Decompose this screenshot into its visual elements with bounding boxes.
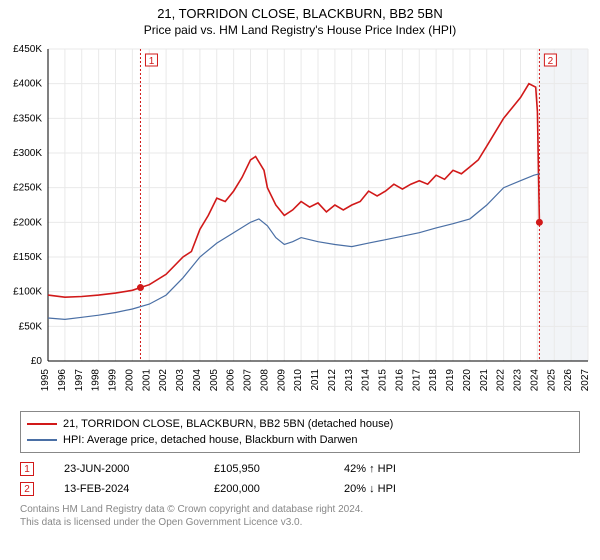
svg-text:2023: 2023 <box>513 369 524 392</box>
legend-label: HPI: Average price, detached house, Blac… <box>63 434 358 446</box>
svg-text:2017: 2017 <box>411 369 422 392</box>
svg-text:1997: 1997 <box>74 369 85 392</box>
marker-date: 13-FEB-2024 <box>64 483 184 495</box>
svg-text:2019: 2019 <box>445 369 456 392</box>
svg-text:£400K: £400K <box>13 79 42 90</box>
svg-text:2024: 2024 <box>529 369 540 392</box>
svg-text:2020: 2020 <box>462 369 473 392</box>
legend-swatch <box>27 439 57 441</box>
svg-text:£50K: £50K <box>19 321 43 332</box>
chart-title: 21, TORRIDON CLOSE, BLACKBURN, BB2 5BN <box>0 0 600 21</box>
svg-text:£350K: £350K <box>13 113 42 124</box>
chart-subtitle: Price paid vs. HM Land Registry's House … <box>0 21 600 43</box>
chart-plot: £0 £50K £100K £150K £200K £250K £300K £350K £400… <box>0 43 600 403</box>
svg-text:2: 2 <box>548 56 554 67</box>
marker-price: £105,950 <box>214 463 314 475</box>
legend-swatch <box>27 423 57 425</box>
marker-badge: 2 <box>20 482 34 496</box>
svg-text:2013: 2013 <box>344 369 355 392</box>
legend: 21, TORRIDON CLOSE, BLACKBURN, BB2 5BN (… <box>20 411 580 453</box>
marker-badge: 1 <box>20 462 34 476</box>
svg-text:2000: 2000 <box>124 369 135 392</box>
svg-text:2026: 2026 <box>563 369 574 392</box>
svg-text:2010: 2010 <box>293 369 304 392</box>
svg-text:£450K: £450K <box>13 44 42 55</box>
svg-text:2015: 2015 <box>378 369 389 392</box>
svg-text:2001: 2001 <box>141 369 152 392</box>
footer-line-1: Contains HM Land Registry data © Crown c… <box>20 503 580 516</box>
svg-text:2027: 2027 <box>580 369 591 392</box>
marker-row: 2 13-FEB-2024 £200,000 20% ↓ HPI <box>20 479 580 499</box>
svg-text:2021: 2021 <box>479 369 490 392</box>
svg-text:2005: 2005 <box>209 369 220 392</box>
svg-text:2007: 2007 <box>243 369 254 392</box>
svg-text:2002: 2002 <box>158 369 169 392</box>
legend-item: 21, TORRIDON CLOSE, BLACKBURN, BB2 5BN (… <box>27 416 573 432</box>
svg-text:1: 1 <box>149 56 155 67</box>
svg-text:£300K: £300K <box>13 148 42 159</box>
svg-text:2006: 2006 <box>226 369 237 392</box>
line-chart-svg: £0 £50K £100K £150K £200K £250K £300K £350K £400… <box>0 43 600 403</box>
svg-text:2004: 2004 <box>192 369 203 392</box>
legend-label: 21, TORRIDON CLOSE, BLACKBURN, BB2 5BN (… <box>63 418 393 430</box>
svg-text:1995: 1995 <box>40 369 51 392</box>
svg-text:2009: 2009 <box>276 369 287 392</box>
svg-text:2014: 2014 <box>361 369 372 392</box>
svg-text:2008: 2008 <box>259 369 270 392</box>
svg-text:1996: 1996 <box>57 369 68 392</box>
svg-text:2025: 2025 <box>546 369 557 392</box>
footer-attribution: Contains HM Land Registry data © Crown c… <box>20 503 580 529</box>
svg-text:2016: 2016 <box>394 369 405 392</box>
svg-text:2022: 2022 <box>496 369 507 392</box>
marker-hpi: 20% ↓ HPI <box>344 483 444 495</box>
marker-date: 23-JUN-2000 <box>64 463 184 475</box>
chart-container: 21, TORRIDON CLOSE, BLACKBURN, BB2 5BN P… <box>0 0 600 529</box>
marker-hpi: 42% ↑ HPI <box>344 463 444 475</box>
svg-text:2012: 2012 <box>327 369 338 392</box>
legend-item: HPI: Average price, detached house, Blac… <box>27 432 573 448</box>
svg-text:£200K: £200K <box>13 217 42 228</box>
svg-text:£250K: £250K <box>13 183 42 194</box>
svg-text:£100K: £100K <box>13 287 42 298</box>
marker-table: 1 23-JUN-2000 £105,950 42% ↑ HPI 2 13-FEB-202… <box>20 459 580 499</box>
svg-text:£150K: £150K <box>13 252 42 263</box>
svg-text:£0: £0 <box>31 356 43 367</box>
marker-price: £200,000 <box>214 483 314 495</box>
marker-row: 1 23-JUN-2000 £105,950 42% ↑ HPI <box>20 459 580 479</box>
svg-text:1999: 1999 <box>108 369 119 392</box>
svg-text:2003: 2003 <box>175 369 186 392</box>
footer-line-2: This data is licensed under the Open Gov… <box>20 516 580 529</box>
svg-text:2011: 2011 <box>310 369 321 391</box>
svg-text:1998: 1998 <box>91 369 102 392</box>
svg-text:2018: 2018 <box>428 369 439 392</box>
